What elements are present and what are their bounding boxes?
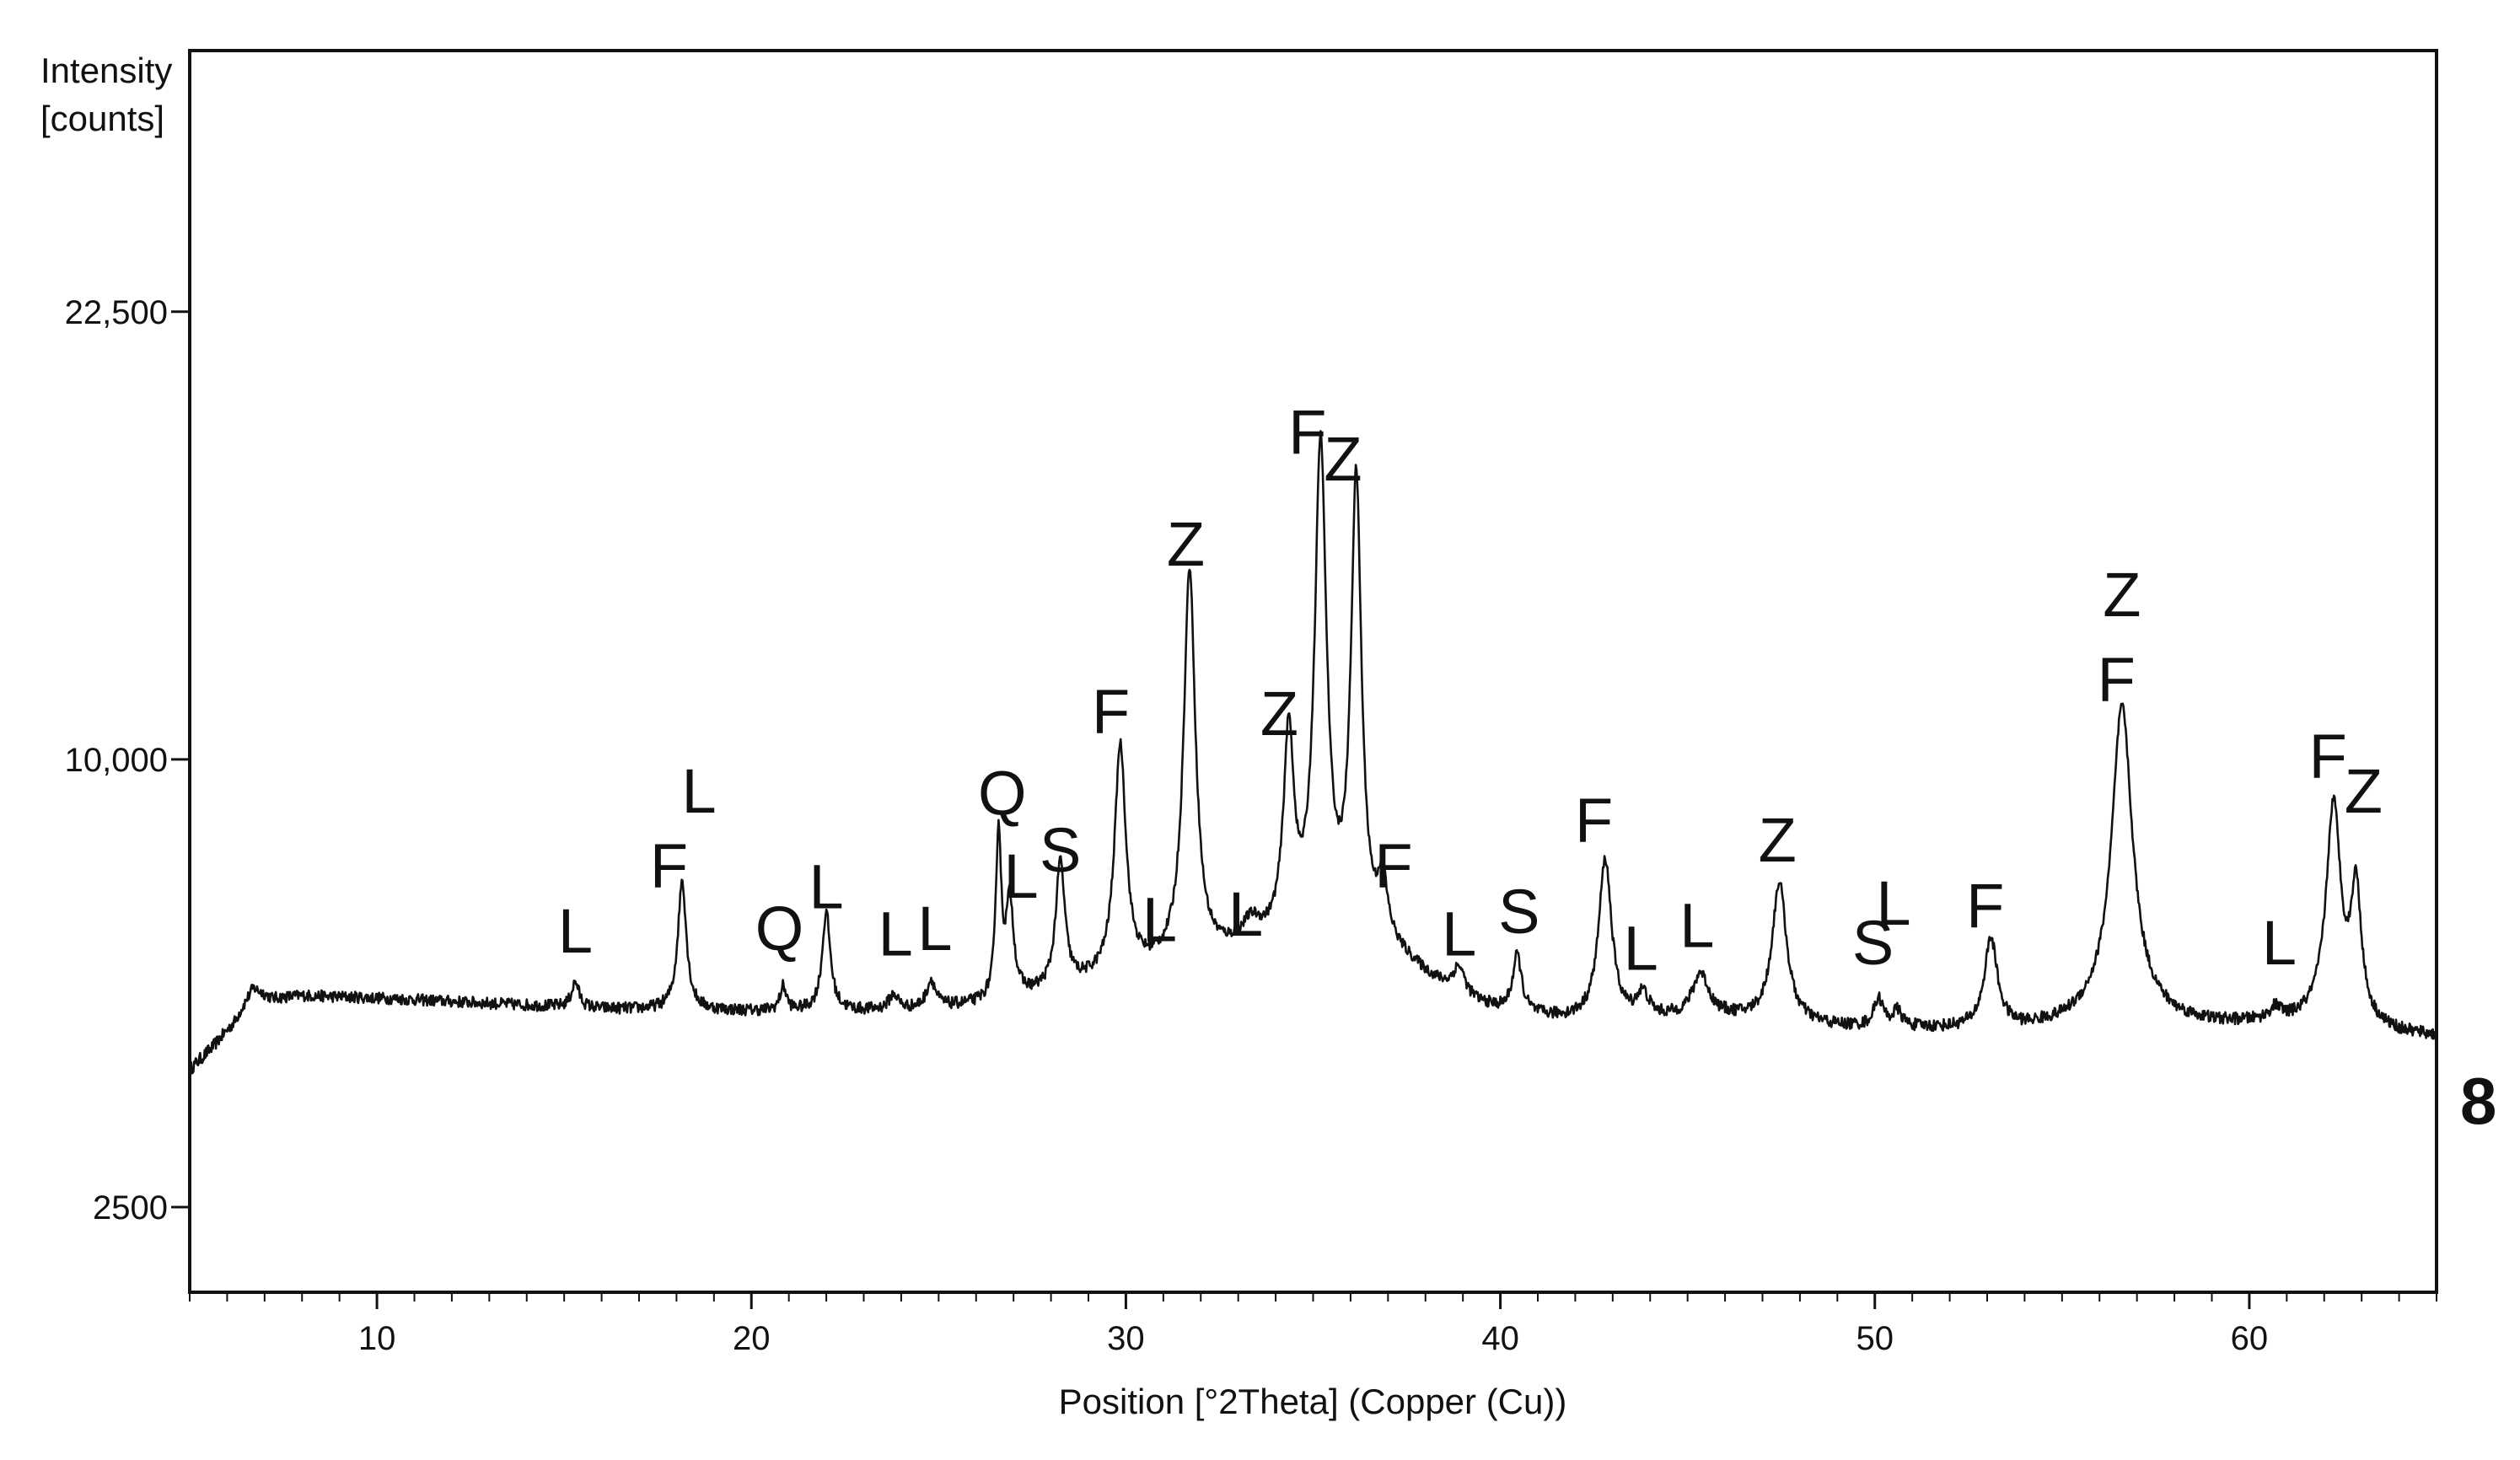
peak-label-l: L [558,896,593,966]
peak-label-s: S [1498,877,1539,947]
peak-label-l: L [1876,868,1910,938]
x-tick-label: 10 [358,1320,396,1357]
peak-label-l: L [879,899,913,969]
peak-label-l: L [917,894,952,963]
peak-label-z: Z [1324,424,1362,494]
diffraction-line [188,430,2438,1076]
y-axis-label: Intensity [40,51,172,90]
peak-label-z: Z [1260,679,1298,749]
peak-label-l: L [1142,885,1177,955]
x-tick-label: 30 [1107,1320,1145,1357]
peak-label-l: L [1442,899,1476,969]
peak-label-l: L [1679,890,1714,960]
peak-label-l: L [681,756,716,826]
peak-label-f: F [1374,830,1412,900]
x-axis: 10 20 30 40 50 60 [189,1292,2437,1357]
y-axis: 2500 10,000 22,500 [65,294,190,1227]
peak-label-q: Q [755,894,804,963]
y-axis-unit: [counts] [40,99,164,138]
peak-label-z: Z [1167,509,1205,579]
x-axis-label: Position [°2Theta] (Copper (Cu)) [1059,1382,1567,1421]
y-tick-label: 2500 [93,1189,168,1227]
y-tick-label: 22,500 [65,294,168,331]
peak-label-f: F [1575,785,1613,855]
peak-label-f: F [650,830,688,900]
peak-label-f: F [1288,397,1326,467]
peak-label-s: S [1040,815,1081,885]
peak-label-l: L [1624,914,1658,984]
peak-label-f: F [2098,644,2136,714]
peak-label-l: L [1003,841,1038,911]
x-tick-label: 50 [1856,1320,1894,1357]
peak-label-q: Q [978,759,1027,829]
peak-label-f: F [1966,871,2004,941]
peak-label-l: L [1228,879,1263,949]
peak-label-z: Z [2345,756,2383,826]
y-tick-label: 10,000 [65,742,168,779]
sample-label: 8 [2460,1064,2496,1138]
x-tick-label: 20 [733,1320,771,1357]
peak-label-f: F [1092,677,1130,747]
x-tick-label: 60 [2231,1320,2269,1357]
peak-label-f: F [2309,721,2347,791]
peak-label-z: Z [2103,560,2141,630]
peak-label-l: L [809,852,844,922]
peak-label-s: S [1852,908,1894,978]
peak-label-z: Z [1759,805,1797,875]
x-tick-label: 40 [1481,1320,1519,1357]
peak-label-l: L [2262,908,2297,978]
